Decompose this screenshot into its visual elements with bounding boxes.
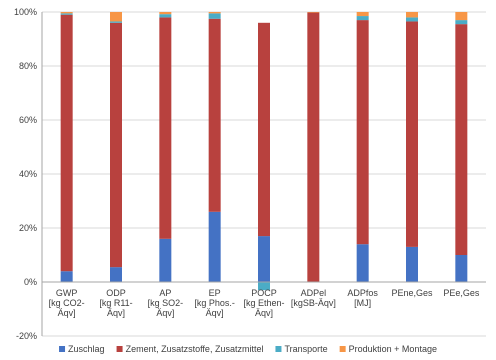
legend-item: Zuschlag	[59, 344, 105, 354]
y-tick-label: 60%	[19, 115, 37, 125]
x-category-line: POCP	[251, 288, 277, 298]
legend-swatch	[59, 346, 66, 352]
bar-segment-zuschlag	[258, 236, 270, 282]
y-tick-labels: -20% 0% 20% 40% 60% 80% 100%	[14, 7, 37, 341]
x-category-label: GWP [kg CO2-Äqv]	[49, 288, 85, 318]
bar-segment-transporte	[356, 16, 369, 21]
y-tick-label: 80%	[19, 61, 37, 71]
bar-segment-transporte	[159, 14, 172, 18]
bars	[60, 12, 468, 291]
legend: Zuschlag Zement, Zusatzstoffe, Zusatzmitt…	[59, 344, 437, 354]
bar-segment-transporte	[208, 13, 221, 19]
bar-segment-zuschlag	[455, 255, 468, 282]
x-category-line: ADPfos	[347, 288, 378, 298]
x-category-line: [kg SO2-	[148, 298, 184, 308]
legend-item: Produktion + Montage	[339, 344, 437, 354]
x-category-label: PEe,Ges	[443, 288, 480, 298]
bar-segment-zuschlag	[110, 267, 122, 282]
bar-segment-produktion-montage	[406, 12, 418, 18]
x-category-line: Äqv]	[58, 308, 76, 318]
bar-segment-transporte	[258, 282, 270, 291]
bar-segment-produktion-montage	[60, 12, 73, 14]
x-category-label: AP [kg SO2-Äqv]	[148, 288, 184, 318]
x-category-line: [kgSB-Äqv]	[291, 298, 336, 308]
x-category-line: [kg Phos.-	[194, 298, 235, 308]
bar-segment-produktion-montage	[208, 12, 221, 14]
legend-label: Produktion + Montage	[349, 344, 437, 354]
legend-label: Zement, Zusatzstoffe, Zusatzmittel	[126, 344, 264, 354]
bar-segment-zuschlag	[208, 211, 221, 282]
bar-segment-transporte	[60, 13, 73, 15]
bar-segment-transporte	[110, 21, 122, 23]
x-category-line: Äqv]	[107, 308, 125, 318]
bar-segment-zement-zusatzstoffe-zusatzmittel	[356, 20, 369, 245]
axes	[41, 12, 486, 336]
bar-segment-zement-zusatzstoffe-zusatzmittel	[110, 22, 122, 268]
bar-segment-zement-zusatzstoffe-zusatzmittel	[258, 22, 270, 237]
x-category-line: Äqv]	[156, 308, 174, 318]
legend-swatch	[275, 346, 282, 352]
legend-label: Transporte	[284, 344, 327, 354]
x-category-line: EP	[209, 288, 221, 298]
legend-item: Transporte	[275, 344, 328, 354]
x-category-labels: GWP [kg CO2-Äqv]ODP [kg R11-Äqv]AP [kg SO2-…	[49, 288, 480, 318]
bar-segment-zement-zusatzstoffe-zusatzmittel	[208, 18, 221, 212]
bar-segment-transporte	[455, 20, 468, 25]
bar-segment-zement-zusatzstoffe-zusatzmittel	[455, 24, 468, 256]
bar-segment-zuschlag	[159, 238, 172, 282]
x-category-label: ODP [kg R11-Äqv]	[99, 288, 132, 318]
x-category-line: PEne,Ges	[391, 288, 433, 298]
x-category-line: ADPel	[301, 288, 327, 298]
x-category-line: ODP	[106, 288, 126, 298]
x-category-line: [kg CO2-	[49, 298, 85, 308]
legend-swatch	[116, 346, 123, 352]
bar-segment-produktion-montage	[455, 12, 468, 21]
bar-segment-zement-zusatzstoffe-zusatzmittel	[159, 17, 172, 239]
x-category-line: PEe,Ges	[443, 288, 480, 298]
x-category-line: [MJ]	[354, 298, 371, 308]
y-tick-label: 100%	[14, 7, 37, 17]
bar-segment-produktion-montage	[307, 12, 320, 13]
bar-segment-produktion-montage	[110, 12, 122, 22]
x-category-label: POCP [kg Ethen-Äqv]	[243, 288, 284, 318]
x-category-label: ADPfos [MJ]	[347, 288, 378, 308]
y-tick-label: -20%	[16, 331, 37, 341]
legend-item: Zement, Zusatzstoffe, Zusatzmittel	[116, 344, 264, 354]
x-category-label: PEne,Ges	[391, 288, 433, 298]
y-tick-label: 0%	[24, 277, 37, 287]
x-category-label: ADPel [kgSB-Äqv]	[291, 288, 336, 308]
bar-segment-produktion-montage	[356, 12, 369, 17]
bar-segment-zuschlag	[60, 271, 73, 282]
y-tick-label: 20%	[19, 223, 37, 233]
y-tick-label: 40%	[19, 169, 37, 179]
bar-segment-zement-zusatzstoffe-zusatzmittel	[406, 21, 418, 247]
bar-segment-produktion-montage	[159, 12, 172, 15]
x-category-line: AP	[159, 288, 171, 298]
bar-segment-zement-zusatzstoffe-zusatzmittel	[307, 12, 320, 282]
x-category-line: GWP	[56, 288, 78, 298]
x-category-line: [kg Ethen-	[243, 298, 284, 308]
bar-segment-transporte	[406, 17, 418, 22]
bar-segment-zuschlag	[356, 244, 369, 282]
bar-segment-zement-zusatzstoffe-zusatzmittel	[60, 14, 73, 272]
legend-swatch	[339, 346, 346, 352]
x-category-line: [kg R11-	[99, 298, 132, 308]
x-category-label: EP [kg Phos.-Äqv]	[194, 288, 235, 318]
legend-label: Zuschlag	[68, 344, 105, 354]
bar-segment-zuschlag	[406, 246, 418, 282]
x-category-line: Äqv]	[255, 308, 273, 318]
x-category-line: Äqv]	[206, 308, 224, 318]
